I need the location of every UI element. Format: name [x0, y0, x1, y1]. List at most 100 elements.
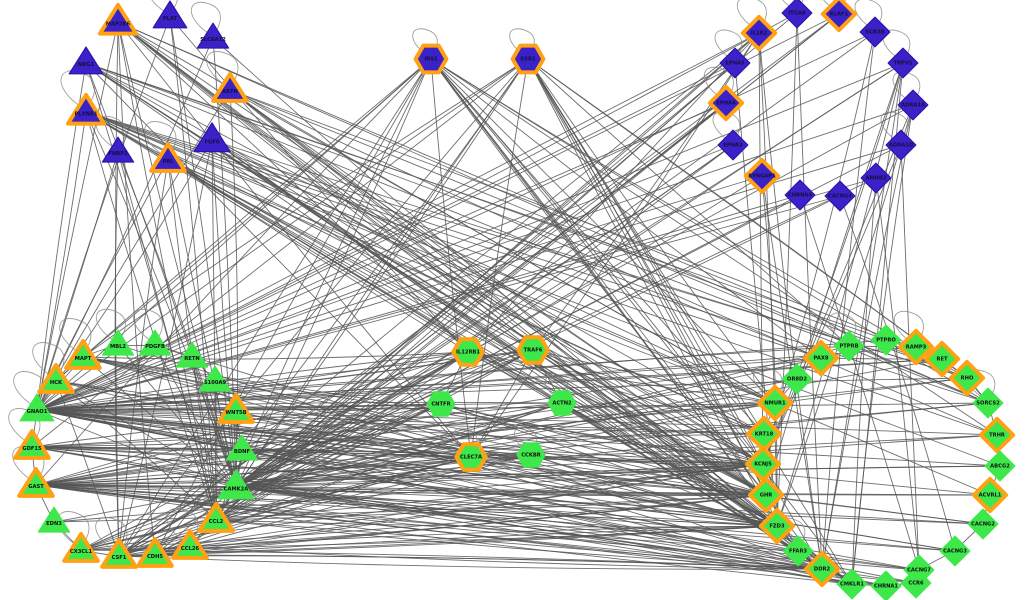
- graph-node-fnbp1[interactable]: [101, 136, 135, 163]
- graph-node-retn[interactable]: [175, 341, 209, 368]
- graph-node-plxnb1[interactable]: [66, 92, 106, 126]
- graph-node-fgf6[interactable]: [193, 122, 231, 153]
- graph-node-trpv1[interactable]: [887, 47, 919, 79]
- graph-node-ffar3[interactable]: [782, 535, 814, 567]
- graph-node-epha4[interactable]: [707, 84, 745, 122]
- graph-edge: [117, 21, 156, 556]
- graph-node-or8d2[interactable]: [781, 363, 813, 395]
- graph-node-nrg1[interactable]: [68, 46, 104, 75]
- graph-node-esr2[interactable]: [510, 43, 546, 75]
- graph-node-clec7a[interactable]: [454, 442, 488, 472]
- graph-edge: [875, 177, 920, 571]
- graph-node-klrf1[interactable]: [820, 0, 858, 33]
- graph-node-irs1[interactable]: [413, 43, 449, 75]
- graph-node-cacng2[interactable]: [967, 508, 999, 540]
- self-loop-edge: [95, 308, 126, 341]
- graph-node-ret[interactable]: [923, 340, 961, 378]
- graph-node-cacng3[interactable]: [939, 535, 971, 567]
- graph-node-nmur1[interactable]: [756, 384, 794, 422]
- graph-node-ccr6[interactable]: [900, 567, 932, 599]
- graph-node-cx3cl1[interactable]: [62, 532, 100, 563]
- graph-node-camk2a[interactable]: [217, 469, 255, 500]
- graph-node-ptpro[interactable]: [870, 324, 902, 356]
- graph-edge: [167, 159, 237, 488]
- graph-node-acvrl1[interactable]: [971, 476, 1009, 514]
- graph-edge: [36, 409, 1001, 467]
- graph-node-mapt[interactable]: [64, 339, 102, 370]
- graph-node-traf6[interactable]: [516, 335, 550, 365]
- graph-node-pdgfb[interactable]: [138, 329, 172, 356]
- graph-node-plat[interactable]: [152, 0, 188, 29]
- graph-node-gast[interactable]: [17, 467, 55, 498]
- graph-node-sorcs2[interactable]: [972, 387, 1004, 419]
- graph-node-cacng4[interactable]: [824, 180, 856, 212]
- graph-node-s100a9[interactable]: [198, 365, 232, 392]
- graph-node-slc6a12[interactable]: [196, 22, 230, 49]
- edge-layer: [31, 12, 1001, 587]
- graph-edge: [532, 349, 776, 404]
- graph-node-mbl2[interactable]: [101, 329, 135, 356]
- graph-edge: [85, 62, 822, 359]
- graph-node-ramp3[interactable]: [897, 328, 935, 366]
- graph-node-csf1[interactable]: [100, 538, 138, 569]
- graph-node-actn2[interactable]: [547, 390, 577, 416]
- graph-node-pax8[interactable]: [802, 339, 840, 377]
- graph-edge: [561, 402, 778, 527]
- graph-node-ddr2[interactable]: [803, 550, 841, 588]
- graph-edge: [35, 484, 767, 496]
- graph-node-il1r2[interactable]: [740, 14, 778, 52]
- graph-node-rngap[interactable]: [743, 157, 781, 195]
- graph-edge: [167, 159, 767, 496]
- graph-edge: [229, 89, 764, 465]
- graph-node-ptprb[interactable]: [833, 330, 865, 362]
- graph-node-fzd3[interactable]: [758, 507, 796, 545]
- graph-node-chrna4[interactable]: [784, 179, 816, 211]
- graph-node-artn[interactable]: [211, 72, 249, 103]
- graph-node-hck[interactable]: [37, 363, 75, 394]
- graph-edge: [430, 58, 765, 435]
- graph-node-adra1d[interactable]: [885, 129, 917, 161]
- graph-node-wnt5b[interactable]: [217, 393, 255, 424]
- graph-node-il12rb1[interactable]: [451, 337, 485, 367]
- graph-edge: [36, 346, 917, 411]
- graph-edge: [776, 12, 798, 527]
- graph-node-ccl26[interactable]: [171, 529, 209, 560]
- graph-node-abcg2[interactable]: [984, 450, 1016, 482]
- graph-edge: [36, 62, 736, 411]
- graph-edge: [561, 402, 764, 465]
- graph-node-cdh5[interactable]: [136, 537, 174, 568]
- graph-node-epha5[interactable]: [719, 47, 751, 79]
- graph-edge: [229, 89, 823, 570]
- graph-edge: [35, 484, 823, 570]
- graph-edge: [117, 151, 217, 521]
- graph-node-prl[interactable]: [149, 142, 187, 173]
- graph-node-rho[interactable]: [948, 359, 986, 397]
- graph-node-epha3[interactable]: [717, 129, 749, 161]
- graph-edge: [118, 102, 727, 557]
- graph-node-trhr[interactable]: [978, 416, 1016, 454]
- graph-edge: [839, 195, 956, 552]
- graph-edge: [85, 111, 989, 404]
- graph-edge: [31, 446, 767, 496]
- graph-node-cmklr1[interactable]: [836, 568, 868, 600]
- graph-node-edn3[interactable]: [37, 506, 71, 533]
- graph-node-bdnf[interactable]: [225, 434, 259, 461]
- node-layer[interactable]: [13, 0, 1016, 600]
- graph-node-gdf15[interactable]: [13, 429, 51, 460]
- graph-node-ghr[interactable]: [747, 476, 785, 514]
- graph-node-map2k6[interactable]: [98, 2, 138, 36]
- graph-node-adra1a[interactable]: [897, 89, 929, 121]
- graph-node-ccl2[interactable]: [197, 502, 235, 533]
- graph-node-scn3b[interactable]: [859, 16, 891, 48]
- self-loop-edge: [190, 1, 221, 34]
- graph-node-gnao1[interactable]: [19, 393, 55, 422]
- graph-node-chrna1[interactable]: [870, 570, 902, 600]
- graph-node-amhr2[interactable]: [860, 162, 892, 194]
- graph-node-itga8[interactable]: [781, 0, 813, 29]
- graph-node-cckbr[interactable]: [516, 442, 546, 468]
- self-loop-edge: [151, 0, 178, 13]
- self-loop-edge: [854, 0, 883, 28]
- graph-node-cntfr[interactable]: [426, 391, 456, 417]
